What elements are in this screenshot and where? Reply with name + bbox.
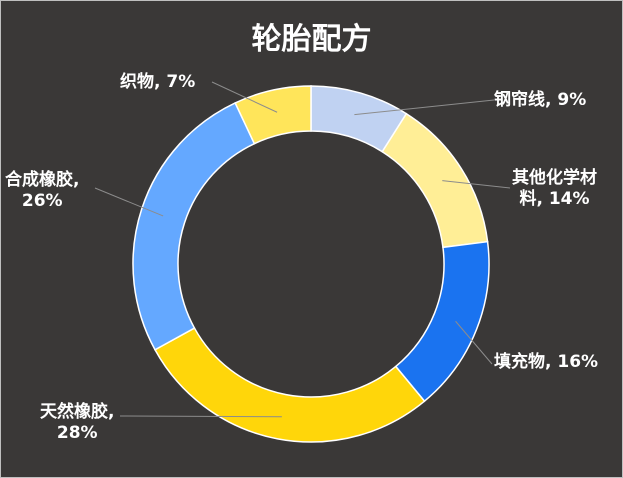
- label-fabric-line-1: 织物, 7%: [120, 72, 196, 92]
- label-synthetic-rubber-line-1: 合成橡胶,: [5, 170, 80, 190]
- leader-synthetic-rubber: [94, 187, 164, 217]
- leader-steel-cord: [354, 99, 495, 116]
- slice-fabric: [234, 85, 312, 145]
- slice-filler: [394, 240, 490, 403]
- slice-synthetic-rubber: [132, 101, 256, 351]
- label-filler-line-1: 填充物, 16%: [494, 352, 599, 372]
- label-synthetic-rubber: 合成橡胶, 26%: [5, 170, 79, 212]
- leader-filler: [455, 320, 493, 365]
- label-natural-rubber-line-2: 28%: [56, 423, 98, 443]
- label-other-chemicals: 其他化学材 料, 14%: [512, 168, 597, 210]
- chart-title: 轮胎配方: [251, 22, 372, 57]
- label-natural-rubber-line-1: 天然橡胶,: [40, 402, 115, 422]
- leader-natural-rubber: [119, 415, 282, 418]
- leader-other-chemicals: [442, 180, 511, 189]
- slice-natural-rubber: [153, 327, 426, 443]
- label-other-chemicals-line-1: 其他化学材: [512, 168, 597, 188]
- label-other-chemicals-line-2: 料, 14%: [519, 189, 590, 209]
- label-steel-cord-line-1: 钢帘线, 9%: [494, 90, 587, 110]
- label-synthetic-rubber-line-2: 26%: [21, 191, 63, 211]
- leader-fabric: [211, 81, 278, 113]
- label-steel-cord: 钢帘线, 9%: [494, 90, 586, 111]
- label-filler: 填充物, 16%: [494, 352, 598, 373]
- label-natural-rubber: 天然橡胶, 28%: [40, 402, 114, 444]
- label-fabric: 织物, 7%: [120, 72, 195, 93]
- slice-other-chemicals: [381, 112, 489, 249]
